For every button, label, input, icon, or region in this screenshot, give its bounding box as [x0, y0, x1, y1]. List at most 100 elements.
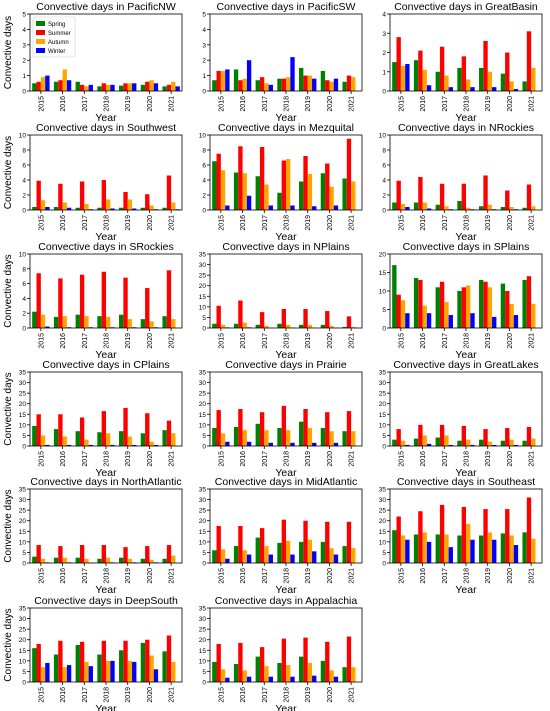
y-tick-label: 5 — [202, 550, 206, 557]
bar-spring-2018 — [97, 316, 102, 328]
bar-summer-2021 — [166, 175, 172, 210]
x-tick-label: 2021 — [169, 687, 176, 703]
x-tick-label: 2019 — [485, 333, 492, 349]
bar-autumn-2015 — [220, 433, 226, 446]
x-tick-label: 2015 — [38, 451, 45, 467]
bar-winter-2016 — [426, 541, 432, 563]
bar-summer-2016 — [238, 80, 243, 91]
x-axis-label: Year — [95, 231, 117, 243]
x-tick-label: 2017 — [262, 568, 269, 584]
bar-spring-2021 — [162, 207, 167, 210]
bar-summer-2019 — [483, 281, 488, 328]
y-tick-label: 20 — [19, 518, 27, 525]
bar-spring-2018 — [457, 535, 462, 563]
bar-autumn-2017 — [444, 534, 449, 563]
x-tick-label: 2021 — [349, 215, 356, 231]
bar-spring-2020 — [320, 70, 326, 91]
bar-spring-2017 — [255, 176, 260, 210]
bar-winter-2017 — [448, 315, 453, 328]
bar-summer-2020 — [145, 546, 150, 563]
y-tick-label: 15 — [379, 529, 387, 536]
y-tick-label: 2 — [382, 50, 386, 57]
bar-autumn-2021 — [531, 206, 536, 210]
bar-winter-2020 — [333, 78, 339, 91]
bar-summer-2021 — [346, 316, 352, 328]
chart-title: Convective days in Southeast — [397, 476, 535, 488]
bar-autumn-2017 — [264, 325, 269, 328]
bar-autumn-2017 — [84, 316, 89, 328]
bar-spring-2016 — [233, 546, 239, 563]
bar-winter-2019 — [312, 206, 317, 210]
bar-spring-2015 — [392, 62, 397, 92]
x-tick-label: 2019 — [485, 451, 492, 467]
bar-autumn-2017 — [84, 86, 89, 91]
y-tick-label: 30 — [379, 380, 387, 387]
y-axis-label: Convective days — [3, 136, 14, 209]
bar-summer-2015 — [216, 70, 221, 91]
bar-spring-2018 — [457, 201, 462, 210]
chart-panel-0: Convective days in PacificNW 0 1 2 3 4 5 2015 20… — [3, 1, 183, 124]
y-tick-label: 30 — [199, 380, 207, 387]
bar-summer-2018 — [281, 638, 286, 682]
bar-summer-2015 — [36, 180, 41, 210]
y-axis-label: Convective days — [3, 16, 14, 89]
bar-summer-2020 — [145, 639, 150, 682]
bar-spring-2015 — [212, 428, 217, 446]
bar-summer-2017 — [439, 424, 445, 446]
bar-winter-2020 — [333, 442, 339, 446]
x-tick-label: 2019 — [305, 568, 312, 584]
x-tick-label: 2017 — [262, 96, 269, 112]
bar-spring-2015 — [392, 530, 397, 563]
x-tick-label: 2015 — [398, 568, 405, 584]
bar-spring-2021 — [522, 532, 527, 563]
chart-title: Convective days in GreatLakes — [393, 359, 538, 371]
bar-spring-2019 — [299, 656, 304, 682]
x-axis-label: Year — [455, 467, 477, 479]
bar-winter-2020 — [153, 83, 159, 91]
y-tick-label: 2 — [382, 193, 386, 200]
y-tick-label: 0 — [202, 89, 206, 96]
y-tick-label: 25 — [379, 508, 387, 515]
chart-panel-8: Convective days in SPlains 0 5 10 15 20 2015 20… — [379, 241, 543, 361]
x-tick-label: 2019 — [125, 568, 132, 584]
x-tick-label: 2018 — [104, 568, 111, 584]
y-tick-label: 5 — [202, 433, 206, 440]
bar-autumn-2020 — [329, 186, 334, 210]
x-axis-label: Year — [95, 349, 117, 361]
bar-spring-2020 — [320, 541, 326, 563]
bar-summer-2016 — [418, 279, 423, 328]
y-tick-label: 10 — [199, 133, 207, 140]
x-tick-label: 2021 — [349, 333, 356, 349]
bar-winter-2016 — [66, 80, 72, 91]
bar-spring-2021 — [162, 651, 167, 682]
x-tick-label: 2019 — [305, 215, 312, 231]
y-tick-label: 4 — [22, 27, 26, 34]
y-tick-label: 25 — [19, 391, 27, 398]
x-tick-label: 2019 — [305, 96, 312, 112]
bar-summer-2020 — [145, 413, 150, 446]
bar-autumn-2018 — [286, 159, 291, 210]
bar-spring-2017 — [255, 656, 260, 682]
bar-winter-2015 — [45, 662, 50, 682]
bar-summer-2020 — [145, 81, 150, 91]
y-tick-label: 20 — [19, 637, 27, 644]
x-tick-label: 2015 — [38, 333, 45, 349]
bar-summer-2018 — [281, 519, 286, 563]
bar-spring-2020 — [500, 283, 506, 328]
x-tick-label: 2017 — [82, 687, 89, 703]
bar-winter-2018 — [470, 539, 475, 563]
y-tick-label: 3 — [202, 42, 206, 49]
bar-spring-2020 — [140, 642, 146, 682]
bar-spring-2020 — [500, 73, 506, 91]
bar-summer-2021 — [166, 84, 172, 91]
bar-spring-2018 — [277, 542, 282, 563]
bar-summer-2015 — [396, 294, 401, 328]
y-tick-label: 1 — [382, 69, 386, 76]
x-tick-label: 2020 — [327, 568, 334, 584]
x-tick-label: 2020 — [507, 451, 514, 467]
bar-autumn-2017 — [84, 439, 89, 446]
bar-autumn-2015 — [400, 300, 406, 328]
bar-spring-2017 — [435, 204, 440, 210]
bar-autumn-2019 — [487, 441, 493, 446]
bar-summer-2019 — [303, 308, 308, 328]
